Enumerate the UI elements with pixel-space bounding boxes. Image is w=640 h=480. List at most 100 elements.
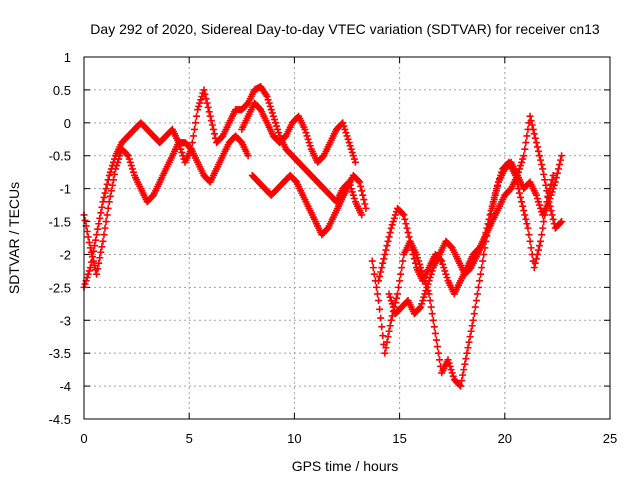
data-point xyxy=(103,211,111,219)
x-tick-label: 10 xyxy=(287,431,301,446)
data-point xyxy=(348,148,356,156)
data-point xyxy=(554,165,562,173)
data-point xyxy=(557,156,565,164)
data-point xyxy=(98,243,106,251)
data-point xyxy=(244,152,252,160)
data-point xyxy=(466,333,474,341)
data-point xyxy=(536,242,544,250)
data-point xyxy=(370,270,378,278)
data-point xyxy=(458,377,466,385)
data-point xyxy=(548,211,556,219)
data-point xyxy=(306,142,314,150)
data-point xyxy=(98,203,106,211)
data-point xyxy=(494,178,502,186)
data-point xyxy=(102,218,110,226)
data-point xyxy=(205,108,213,116)
data-point xyxy=(536,152,544,160)
y-tick-label: -2.5 xyxy=(49,280,71,295)
data-point xyxy=(538,161,546,169)
data-point xyxy=(443,273,451,281)
data-point xyxy=(426,273,434,281)
data-point xyxy=(187,145,195,153)
data-point xyxy=(423,283,431,291)
data-point xyxy=(194,106,202,114)
data-point xyxy=(96,254,104,262)
data-point xyxy=(511,171,519,179)
data-point xyxy=(129,168,137,176)
data-point xyxy=(264,96,272,104)
data-point xyxy=(471,303,479,311)
data-point xyxy=(476,277,484,285)
data-point xyxy=(85,238,93,246)
data-point xyxy=(558,218,566,226)
x-axis-label: GPS time / hours xyxy=(292,458,399,474)
data-point xyxy=(532,191,540,199)
data-point xyxy=(342,129,350,137)
data-point xyxy=(96,214,104,222)
data-point xyxy=(349,191,357,199)
data-point xyxy=(435,349,443,357)
data-point xyxy=(547,207,555,215)
data-point xyxy=(525,231,533,239)
data-point xyxy=(477,270,485,278)
series-trace-7 xyxy=(385,158,557,318)
data-point xyxy=(190,125,198,133)
data-point xyxy=(103,180,111,188)
data-point xyxy=(446,362,454,370)
data-point xyxy=(105,198,113,206)
data-point xyxy=(127,162,135,170)
data-point xyxy=(496,175,504,183)
data-point xyxy=(385,233,393,241)
data-point xyxy=(175,139,183,147)
data-point xyxy=(128,165,136,173)
data-point xyxy=(537,156,545,164)
data-point xyxy=(378,264,386,272)
data-point xyxy=(537,237,545,245)
data-point xyxy=(461,360,469,368)
data-point xyxy=(92,236,100,244)
data-point xyxy=(399,257,407,265)
data-point xyxy=(522,215,530,223)
data-point xyxy=(425,277,433,285)
data-point xyxy=(358,211,366,219)
y-tick-label: 0.5 xyxy=(53,83,71,98)
data-point xyxy=(95,220,103,228)
data-point xyxy=(490,193,498,201)
data-point xyxy=(402,220,410,228)
data-point xyxy=(473,290,481,298)
data-point xyxy=(202,95,210,103)
data-point xyxy=(271,119,279,127)
data-point xyxy=(497,171,505,179)
data-point xyxy=(372,283,380,291)
data-point xyxy=(541,176,549,184)
data-point xyxy=(100,231,108,239)
data-point xyxy=(81,216,89,224)
data-point xyxy=(379,259,387,267)
data-point xyxy=(94,265,102,273)
data-point xyxy=(527,244,535,252)
data-point xyxy=(267,106,275,114)
data-point xyxy=(390,214,398,222)
data-point xyxy=(521,145,529,153)
data-point xyxy=(383,242,391,250)
data-point xyxy=(375,277,383,285)
data-point xyxy=(520,207,528,215)
data-point xyxy=(514,185,522,193)
data-point xyxy=(275,129,283,137)
data-point xyxy=(516,189,524,197)
data-point xyxy=(484,220,492,228)
data-point xyxy=(468,322,476,330)
data-point xyxy=(377,314,385,322)
data-point xyxy=(178,148,186,156)
data-point xyxy=(204,103,212,111)
data-point xyxy=(193,112,201,120)
data-point xyxy=(208,121,216,129)
data-point xyxy=(91,261,99,269)
y-tick-label: -3.5 xyxy=(49,346,71,361)
data-point xyxy=(386,229,394,237)
data-point xyxy=(197,96,205,104)
data-point xyxy=(498,168,506,176)
series-trace-2 xyxy=(80,83,366,291)
data-point xyxy=(109,158,117,166)
data-point xyxy=(519,202,527,210)
